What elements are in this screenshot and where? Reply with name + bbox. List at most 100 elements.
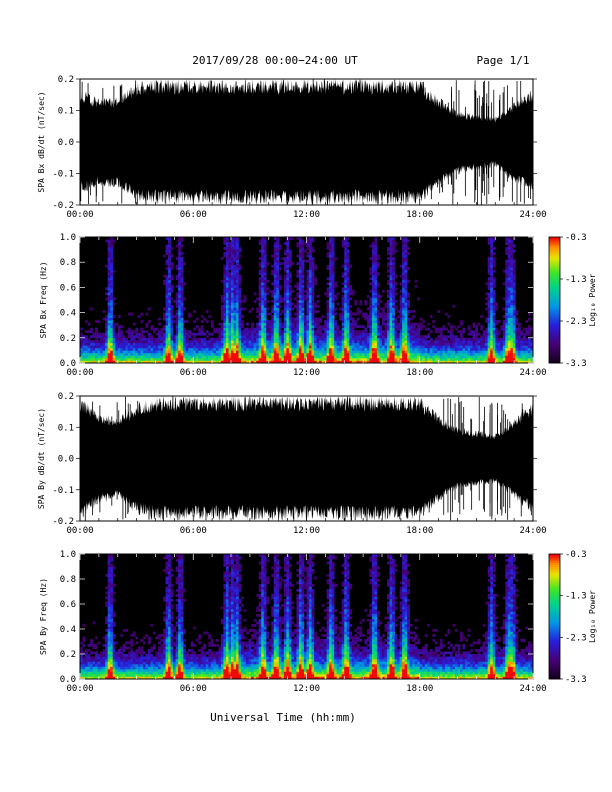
heat-cell [402,327,405,331]
heat-cell [477,355,481,359]
heat-cell [223,340,227,344]
heat-cell [178,279,181,283]
heat-cell [301,352,305,356]
heat-cell [505,264,509,268]
heat-cell [178,310,181,313]
heat-cell [298,327,302,331]
heat-cell [311,310,315,313]
heat-cell [231,322,234,326]
heat-cell [225,322,229,326]
heat-cell [231,352,234,356]
heat-cell [193,320,197,323]
heat-cell [412,325,416,329]
heat-cell [301,239,305,243]
heat-cell [341,335,345,339]
heat-cell [341,310,345,313]
heat-cell [228,357,232,361]
heat-cell [480,352,483,356]
heat-cell [311,300,315,303]
x-tick-label: 24:00 [519,210,546,220]
heat-cell [276,335,280,339]
heat-cell [331,242,335,245]
heat-cell [309,237,312,240]
heat-cell [344,274,348,278]
heat-cell [392,282,395,286]
heat-cell [432,325,436,329]
heat-cell [329,317,332,321]
heat-cell [354,357,358,361]
heat-cell [429,355,433,359]
heat-cell [87,347,91,351]
heat-cell [231,289,234,293]
heat-cell [283,305,287,308]
heat-cell [341,242,345,245]
heat-cell [361,345,365,349]
heat-cell [273,274,277,278]
heat-cell [321,345,325,349]
heat-cell [183,350,186,354]
heat-cell [218,335,222,339]
heat-cell [155,347,159,351]
heat-cell [288,330,292,334]
heat-cell [346,244,350,248]
heat-cell [296,347,300,351]
heat-cell [288,327,292,331]
heat-cell [233,237,237,240]
heat-cell [374,302,378,306]
heat-cell [233,284,237,288]
heat-cell [95,350,98,354]
heat-cell [145,325,149,329]
heat-cell [220,310,224,313]
heat-cell [454,345,458,349]
heat-cell [163,274,166,278]
heat-cell [495,357,499,361]
heat-cell [278,300,282,303]
heat-cell [502,322,506,326]
heat-cell [311,325,315,329]
heat-cell [326,294,330,298]
heat-cell [392,317,395,321]
heat-cell [321,335,325,339]
heat-cell [165,282,169,286]
heat-cell [228,242,232,245]
heat-cell [505,347,509,351]
heat-cell [392,272,395,276]
heat-cell [238,282,242,286]
heat-cell [175,325,179,329]
heat-cell [127,355,131,359]
heat-cell [507,327,511,331]
heat-cell [351,350,355,354]
heat-cell [253,355,257,359]
heat-cell [309,317,312,321]
heat-cell [180,262,184,266]
heat-cell [467,332,471,336]
heat-cell [241,330,244,334]
heat-cell [301,345,305,349]
heat-cell [344,337,348,341]
heat-cell [296,307,300,311]
heat-cell [384,327,388,331]
heat-cell [261,294,265,298]
heat-cell [273,310,277,313]
heat-cell [263,262,267,266]
heat-cell [278,274,282,278]
heat-cell [414,350,418,354]
heat-cell [246,350,249,354]
heat-cell [500,355,504,359]
heat-cell [80,332,83,336]
heat-cell [263,315,267,318]
heat-cell [152,355,156,359]
heat-cell [150,337,154,341]
heat-cell [311,357,315,361]
heat-cell [178,262,181,266]
heat-cell [515,335,519,339]
heat-cell [356,340,360,344]
heat-cell [112,357,116,361]
heat-cell [422,352,426,356]
heat-cell [507,264,511,268]
colorbar-step [549,239,560,242]
heat-cell [444,327,448,331]
heat-cell [258,279,262,283]
heat-cell [371,345,375,349]
heat-cell [228,277,232,281]
